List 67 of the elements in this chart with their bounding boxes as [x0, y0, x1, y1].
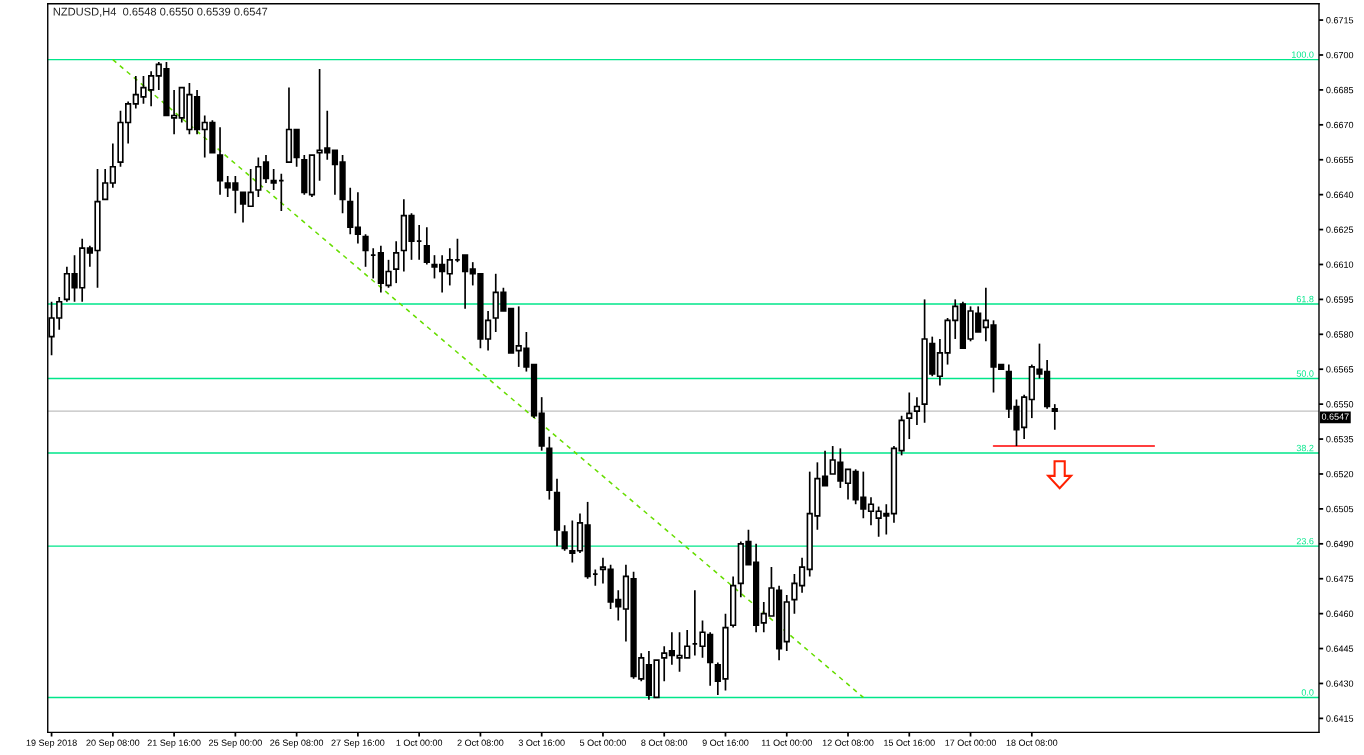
y-tick-label: 0.6565: [1326, 366, 1354, 373]
annotation: 61.8: [1296, 295, 1314, 303]
y-tick-label: 0.6640: [1326, 191, 1354, 199]
candlestick: [844, 468, 852, 501]
candlestick: [569, 519, 576, 564]
candlestick: [354, 191, 362, 245]
candlestick: [393, 240, 400, 284]
x-tick-label: 2 Oct 08:00: [457, 739, 504, 746]
y-tick-label: 0.6715: [1326, 17, 1354, 24]
y-tick-label: 0.6475: [1326, 575, 1354, 583]
candlestick: [362, 233, 369, 268]
chart-title: NZDUSD,H4 0.6548 0.6550 0.6539 0.6547: [53, 7, 268, 17]
candlestick: [446, 247, 453, 287]
annotation: 100.0: [1292, 51, 1314, 58]
y-tick-label: 0.6430: [1326, 680, 1354, 687]
y-tick-label: 0.6520: [1326, 470, 1354, 478]
candlestick: [262, 154, 270, 184]
y-tick-label: 0.6580: [1326, 331, 1354, 338]
x-tick-label: 5 Oct 00:00: [579, 739, 626, 746]
annotation: 38.2: [1296, 444, 1314, 452]
x-tick-label: 20 Sep 08:00: [86, 739, 140, 748]
x-tick-label: 18 Oct 08:00: [1006, 739, 1058, 746]
y-tick-label: 0.6535: [1326, 436, 1354, 443]
ref-line-label: 0.6547: [1321, 413, 1349, 420]
candlestick: [913, 396, 921, 426]
y-tick-label: 0.6490: [1326, 540, 1354, 548]
candlestick: [561, 524, 568, 552]
candlestick: [661, 645, 668, 682]
candlestick: [1051, 403, 1058, 431]
candlestick: [247, 168, 254, 208]
y-tick-label: 0.6670: [1326, 121, 1354, 129]
candlestick: [239, 191, 247, 224]
candlestick: [255, 156, 262, 198]
candlestick: [423, 226, 430, 266]
x-tick-label: 8 Oct 08:00: [641, 739, 688, 746]
y-tick-label: 0.6415: [1326, 715, 1354, 722]
x-tick-label: 1 Oct 00:00: [396, 739, 443, 746]
y-tick-label: 0.6610: [1326, 261, 1354, 268]
x-tick-label: 19 Sep 2018: [26, 739, 77, 748]
x-tick-label: 17 Oct 00:00: [945, 739, 997, 746]
annotation: 50.0: [1296, 370, 1314, 377]
y-tick-label: 0.6700: [1326, 51, 1354, 59]
y-tick-label: 0.6445: [1326, 645, 1354, 652]
y-tick-label: 0.6505: [1326, 505, 1354, 513]
candlestick: [109, 142, 116, 189]
x-tick-label: 25 Sep 00:00: [208, 739, 262, 748]
y-tick-label: 0.6595: [1326, 296, 1354, 303]
annotation: 0.0: [1301, 689, 1314, 696]
candlestick: [102, 168, 109, 201]
x-tick-label: 27 Sep 16:00: [331, 739, 385, 748]
candlestick: [906, 391, 913, 440]
x-tick-label: 26 Sep 08:00: [270, 739, 324, 748]
candlestick: [461, 254, 469, 310]
x-tick-label: 12 Oct 08:00: [822, 739, 874, 746]
candlestick: [270, 168, 277, 191]
y-tick-label: 0.6655: [1326, 156, 1354, 164]
y-tick-label: 0.6460: [1326, 610, 1354, 617]
x-tick-label: 3 Oct 16:00: [518, 739, 565, 746]
annotation: 23.6: [1296, 537, 1314, 545]
y-tick-label: 0.6550: [1326, 401, 1354, 408]
y-tick-label: 0.6685: [1326, 86, 1354, 94]
candlestick: [867, 496, 875, 527]
x-tick-label: 21 Sep 16:00: [147, 739, 201, 748]
x-tick-label: 15 Oct 16:00: [884, 739, 935, 746]
x-tick-label: 11 Oct 00:00: [761, 739, 812, 746]
y-tick-label: 0.6625: [1326, 226, 1354, 233]
x-tick-label: 9 Oct 16:00: [702, 739, 749, 746]
